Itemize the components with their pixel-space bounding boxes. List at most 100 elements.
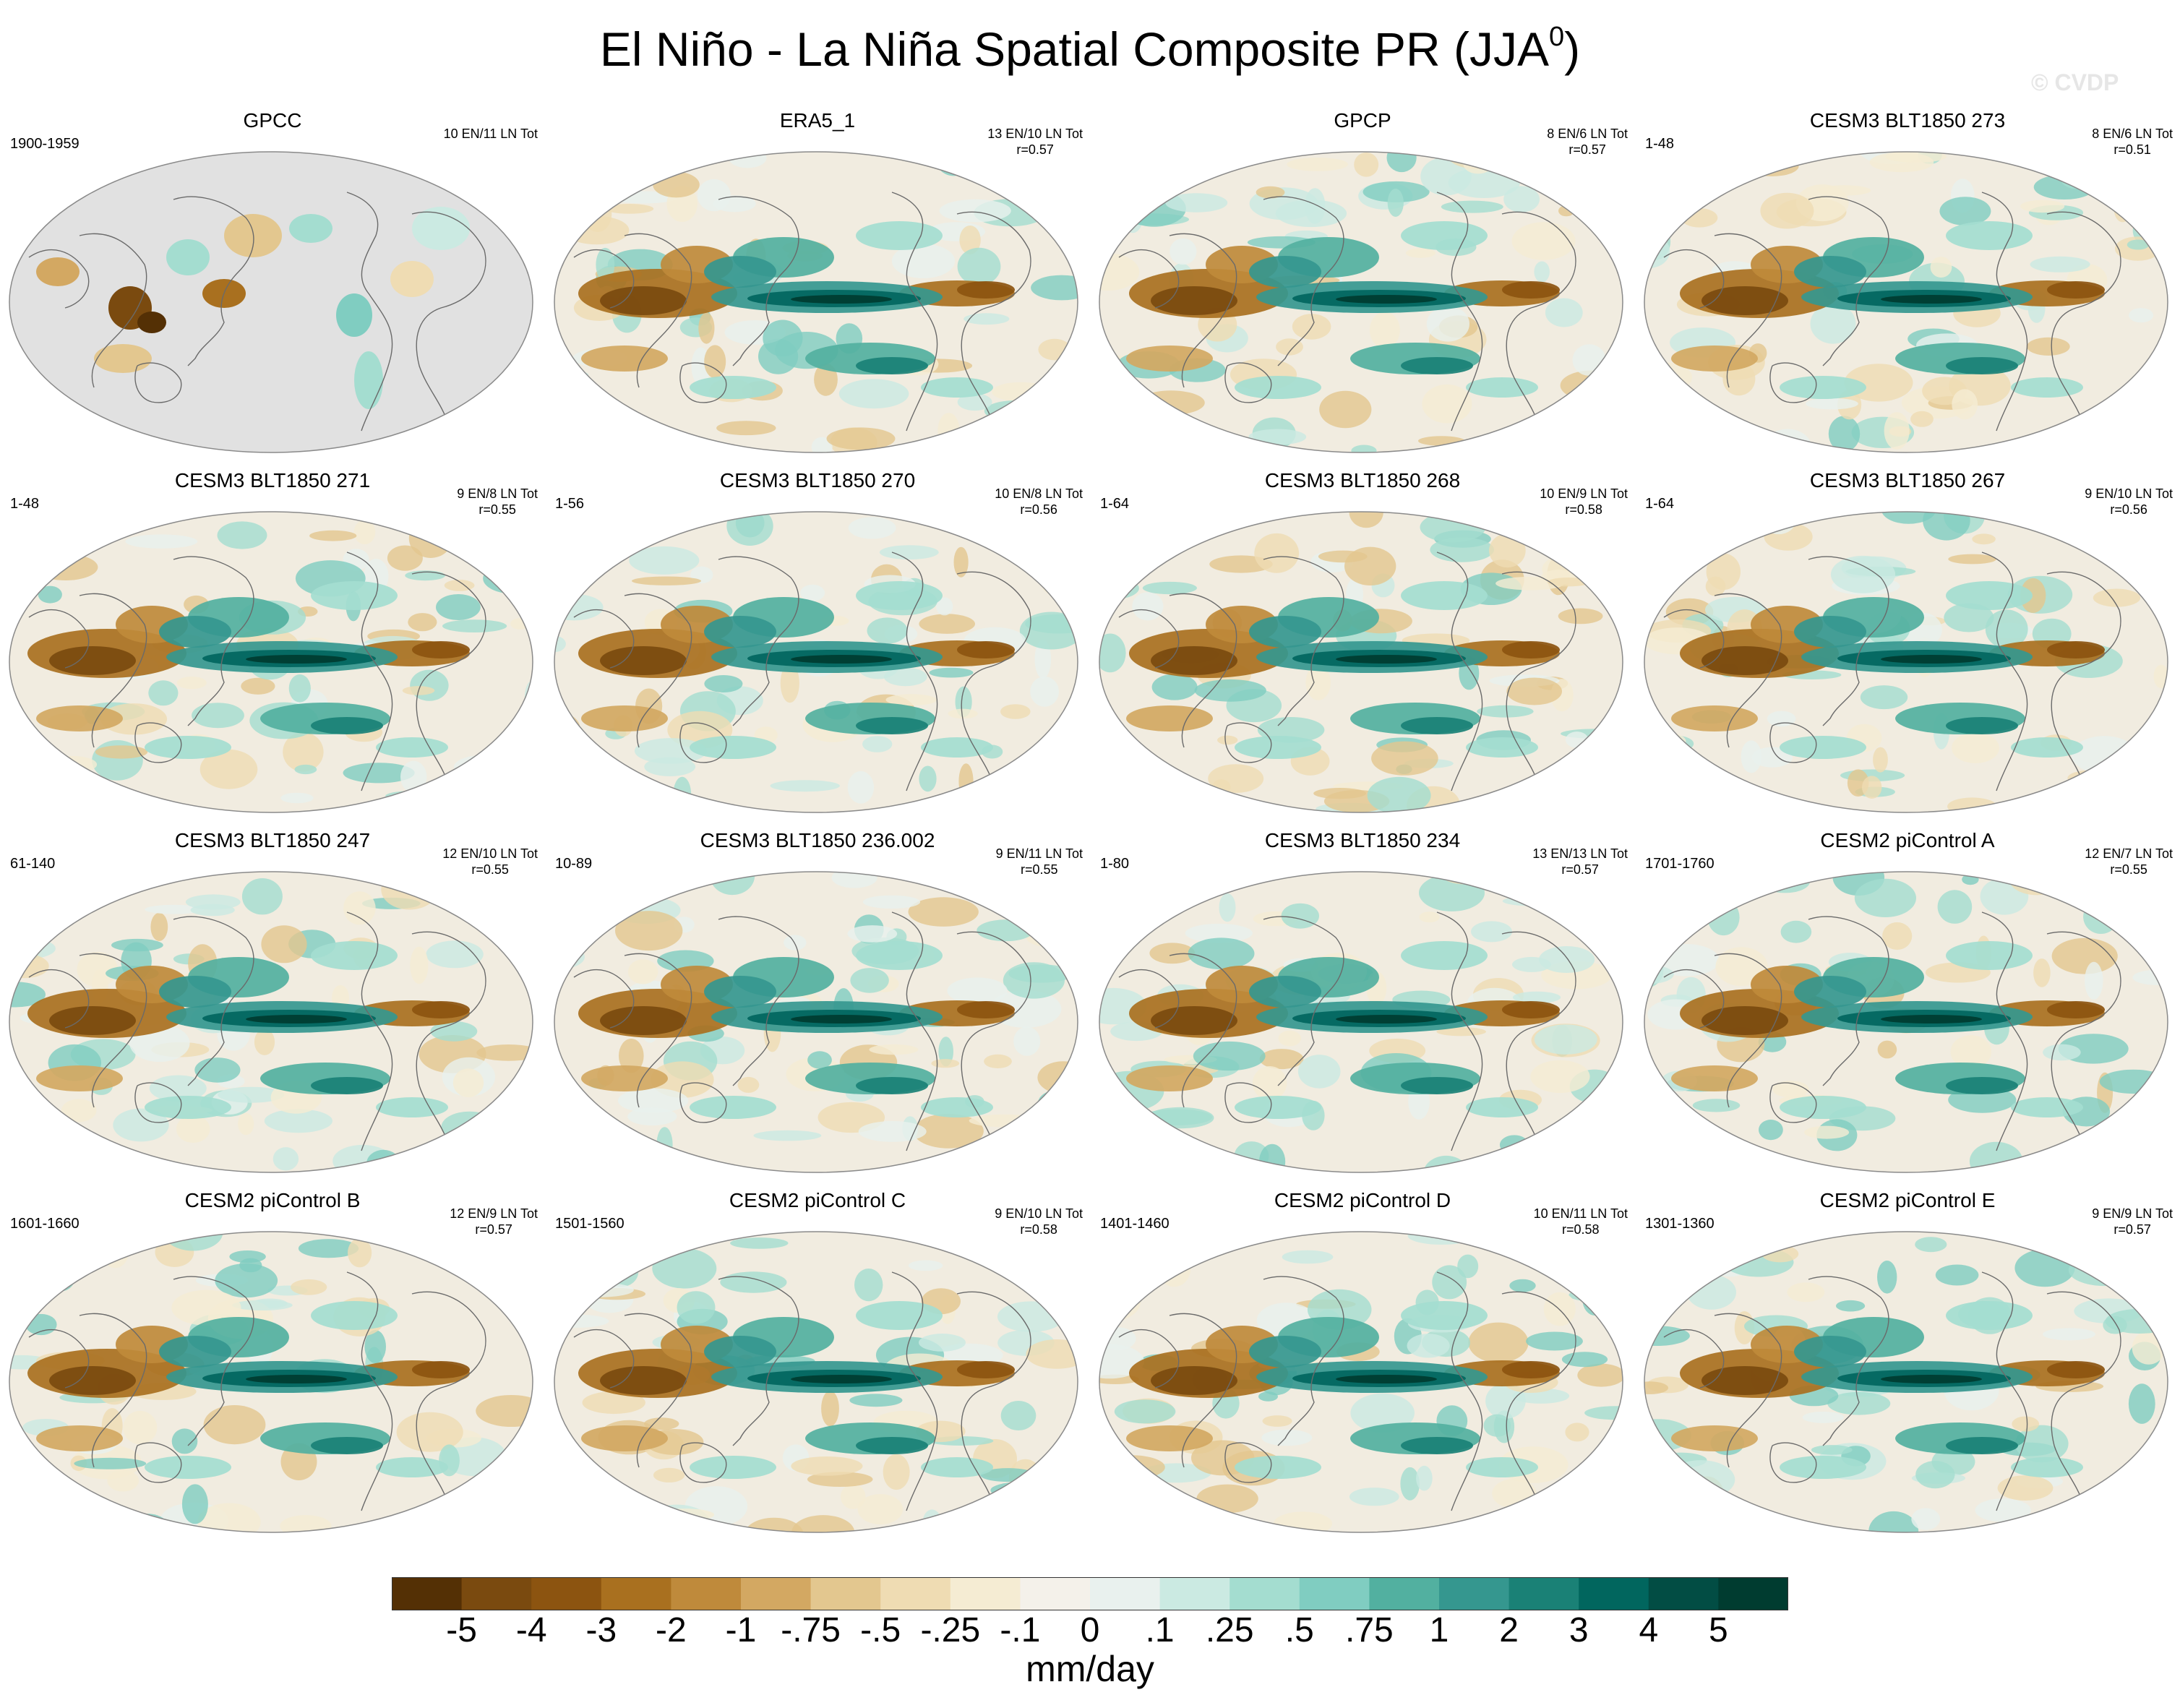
anomaly-feature: [2011, 1097, 2083, 1117]
anomaly-patch: [171, 1428, 198, 1454]
panel-counts: 9 EN/8 LN Tot r=0.55: [457, 486, 538, 518]
anomaly-feature: [1946, 581, 2033, 610]
anomaly-feature: [921, 1097, 993, 1117]
map-plot: [554, 871, 1078, 1173]
anomaly-patch: [2127, 436, 2168, 452]
anomaly-patch: [1029, 536, 1078, 552]
anomaly-patch: [1477, 705, 1534, 718]
anomaly-patch: [1735, 153, 1776, 163]
anomaly-patch: [396, 1412, 463, 1452]
anomaly-feature: [600, 1366, 687, 1395]
anomaly-patch: [1020, 396, 1041, 421]
event-counts: 10 EN/11 LN Tot: [1533, 1206, 1628, 1221]
anomaly-patch: [1950, 1035, 1992, 1069]
map-panel: CESM3 BLT1850 270 1-56 10 EN/8 LN Tot r=0.5…: [545, 468, 1090, 827]
anomaly-patch: [1944, 603, 1994, 632]
anomaly-patch: [1422, 384, 1472, 424]
anomaly-feature: [1946, 1301, 2033, 1330]
event-counts: 10 EN/8 LN Tot: [995, 486, 1083, 501]
panel-counts: 9 EN/10 LN Tot r=0.56: [2085, 486, 2173, 518]
anomaly-feature: [2011, 737, 2083, 758]
colorbar-tick-label: 2: [1499, 1611, 1519, 1649]
anomaly-patch: [38, 585, 62, 604]
anomaly-feature: [1671, 346, 1758, 372]
anomaly-feature: [1502, 641, 1560, 658]
anomaly-feature: [1671, 1065, 1758, 1091]
anomaly-patch: [2043, 1044, 2081, 1061]
anomaly-patch: [1600, 388, 1617, 398]
anomaly-patch: [919, 614, 975, 634]
anomaly-patch: [554, 202, 588, 212]
anomaly-feature: [1794, 1336, 1866, 1368]
anomaly-patch: [145, 904, 204, 914]
anomaly-patch: [1108, 1107, 1147, 1142]
event-counts: 10 EN/11 LN Tot: [443, 126, 538, 141]
anomaly-patch: [1830, 555, 1896, 593]
anomaly-feature: [1502, 281, 1560, 299]
anomaly-feature: [957, 641, 1015, 658]
colorbar-tick-label: .5: [1284, 1611, 1314, 1649]
anomaly-patch: [984, 1054, 1012, 1068]
anomaly-patch: [1688, 437, 1712, 450]
anomaly-patch: [1371, 741, 1438, 776]
pattern-correlation: r=0.57: [2114, 1222, 2151, 1237]
anomaly-patch: [1313, 788, 1366, 799]
anomaly-patch: [919, 1334, 966, 1352]
anomaly-patch: [1045, 1284, 1078, 1310]
anomaly-feature: [600, 646, 687, 675]
colorbar-bin: [1509, 1577, 1579, 1610]
anomaly-patch: [597, 440, 656, 452]
pattern-correlation: r=0.57: [1569, 142, 1606, 157]
panel-title: CESM3 BLT1850 270: [719, 469, 916, 492]
anomaly-patch: [454, 755, 515, 779]
anomaly-patch: [9, 1455, 20, 1465]
anomaly-patch: [1583, 1477, 1599, 1512]
event-counts: 9 EN/10 LN Tot: [995, 1206, 1083, 1221]
anomaly-patch: [666, 1152, 682, 1172]
anomaly-patch: [2083, 899, 2119, 934]
land-anomaly: [289, 214, 332, 243]
anomaly-patch: [1660, 766, 1694, 799]
anomaly-feature: [1235, 1456, 1321, 1479]
event-counts: 8 EN/6 LN Tot: [1547, 126, 1628, 141]
anomaly-feature: [1126, 1065, 1213, 1091]
anomaly-patch: [1561, 1352, 1608, 1368]
colorbar-bin: [1718, 1577, 1788, 1610]
anomaly-feature: [581, 1425, 668, 1451]
colorbar-tick-label: -1: [725, 1611, 757, 1649]
anomaly-patch: [272, 1147, 299, 1171]
anomaly-feature: [856, 1301, 943, 1330]
anomaly-patch: [261, 925, 307, 964]
anomaly-patch: [1760, 872, 1810, 893]
anomaly-patch: [1517, 1505, 1585, 1532]
anomaly-patch: [1432, 1265, 1467, 1300]
map-panel: CESM2 piControl B 1601-1660 12 EN/9 LN Tot…: [0, 1188, 545, 1547]
anomaly-feature: [311, 941, 398, 970]
anomaly-patch: [677, 1291, 716, 1324]
anomaly-patch: [442, 783, 461, 794]
anomaly-feature: [1671, 1425, 1758, 1451]
anomaly-patch: [1787, 1282, 1825, 1303]
anomaly-patch: [9, 1102, 50, 1128]
anomaly-patch: [987, 537, 1056, 548]
anomaly-feature: [1946, 941, 2033, 970]
anomaly-patch: [1318, 550, 1368, 563]
anomaly-patch: [298, 1239, 359, 1258]
anomaly-patch: [1693, 790, 1728, 800]
anomaly-patch: [1644, 1266, 1658, 1284]
anomaly-patch: [1668, 1120, 1706, 1147]
anomaly-patch: [1349, 1488, 1399, 1506]
anomaly-patch: [2097, 417, 2152, 430]
anomaly-patch: [770, 780, 840, 792]
anomaly-patch: [744, 1517, 804, 1532]
anomaly-patch: [1915, 1237, 1947, 1253]
map-plot: [9, 151, 533, 453]
anomaly-patch: [2093, 588, 2141, 607]
anomaly-patch: [862, 895, 921, 909]
anomaly-patch: [2033, 958, 2051, 987]
anomaly-feature: [1701, 1366, 1788, 1395]
anomaly-patch: [1600, 436, 1623, 452]
anomaly-patch: [1297, 1055, 1341, 1089]
anomaly-patch: [1282, 1250, 1334, 1264]
pattern-correlation: r=0.56: [1020, 502, 1057, 517]
